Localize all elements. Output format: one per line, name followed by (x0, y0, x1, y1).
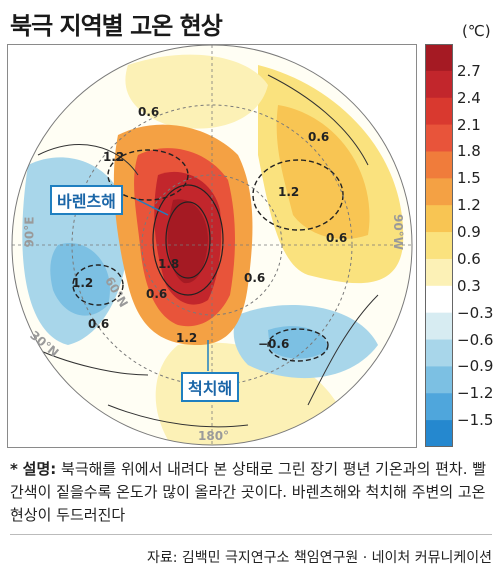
polar-map: 90°E 90°W 180° 30°N 60°N 0.6 1.2 0.6 0.6… (7, 44, 417, 448)
colorbar-band (425, 366, 453, 394)
cold-anomaly-southeast-core (268, 326, 328, 359)
colorbar-band (425, 285, 453, 314)
colorbar (425, 44, 453, 447)
colorbar-band (425, 312, 453, 341)
colorbar-tick-label: 0.3 (457, 276, 481, 295)
colorbar-tick-label: 2.7 (457, 61, 481, 80)
page-title: 북극 지역별 고온 현상 (10, 12, 223, 40)
contour-label: −0.6 (258, 337, 290, 351)
source-credit: 자료: 김백민 극지연구소 책임연구원 · 네이처 커뮤니케이션 (147, 550, 492, 566)
colorbar-band (425, 258, 453, 287)
colorbar-band (425, 393, 453, 421)
colorbar-band (425, 420, 453, 447)
colorbar-band (425, 97, 453, 126)
colorbar-band (425, 151, 453, 179)
colorbar-unit: (℃) (462, 22, 491, 40)
contour-label: 0.6 (88, 317, 110, 331)
colorbar-band (425, 205, 453, 233)
caption-lead: 설명: (22, 460, 57, 478)
caption-text: 북극해를 위에서 내려다 본 상태로 그린 장기 평년 기온과의 편차. 빨간색… (10, 460, 487, 524)
colorbar-tick-label: 2.1 (457, 115, 481, 134)
colorbar-tick-label: 1.2 (457, 196, 481, 215)
contour-label: 1.2 (72, 276, 94, 290)
map-graphic (8, 45, 416, 447)
colorbar-band (425, 178, 453, 206)
caption-star: * (10, 460, 18, 478)
warm-anomaly-north (125, 54, 268, 129)
divider (10, 534, 492, 535)
colorbar-tick-label: 0.9 (457, 223, 481, 242)
contour-label: 1.8 (158, 257, 180, 271)
colorbar-tick-label: −1.5 (457, 411, 494, 430)
contour-label: 0.6 (308, 130, 330, 144)
cold-anomaly-west-core (50, 243, 110, 316)
colorbar-tick-label: −0.6 (457, 330, 494, 349)
colorbar-tick-label: 0.6 (457, 249, 481, 268)
callout-leaders (135, 198, 209, 371)
colorbar-band (425, 44, 453, 72)
colorbar-tick-label: −1.2 (457, 384, 494, 403)
caption: * 설명: 북극해를 위에서 내려다 본 상태로 그린 장기 평년 기온과의 편… (10, 458, 494, 527)
contour-label: 0.6 (326, 231, 348, 245)
barents-sea-callout: 바렌츠해 (50, 185, 123, 215)
contour-label: 0.6 (138, 105, 160, 119)
contour-label: 1.2 (103, 150, 125, 164)
colorbar-band (425, 339, 453, 367)
colorbar-tick-label: −0.3 (457, 303, 494, 322)
colorbar-tick-label: 1.8 (457, 142, 481, 161)
contour-label: 1.2 (278, 185, 300, 199)
colorbar-band (425, 124, 453, 152)
contour-label: 0.6 (146, 287, 168, 301)
lon-180-label: 180° (198, 429, 230, 443)
colorbar-tick-label: −0.9 (457, 357, 494, 376)
warm-anomaly-main-peak (167, 199, 208, 284)
contour-label: 1.2 (176, 331, 198, 345)
colorbar-band (425, 232, 453, 260)
chukchi-sea-callout: 척치해 (181, 372, 240, 402)
contour-label: 0.6 (244, 271, 266, 285)
colorbar-band (425, 70, 453, 99)
warm-anomaly-northeast (276, 105, 370, 239)
colorbar-tick-label: 2.4 (457, 88, 481, 107)
colorbar-tick-label: 1.5 (457, 169, 481, 188)
